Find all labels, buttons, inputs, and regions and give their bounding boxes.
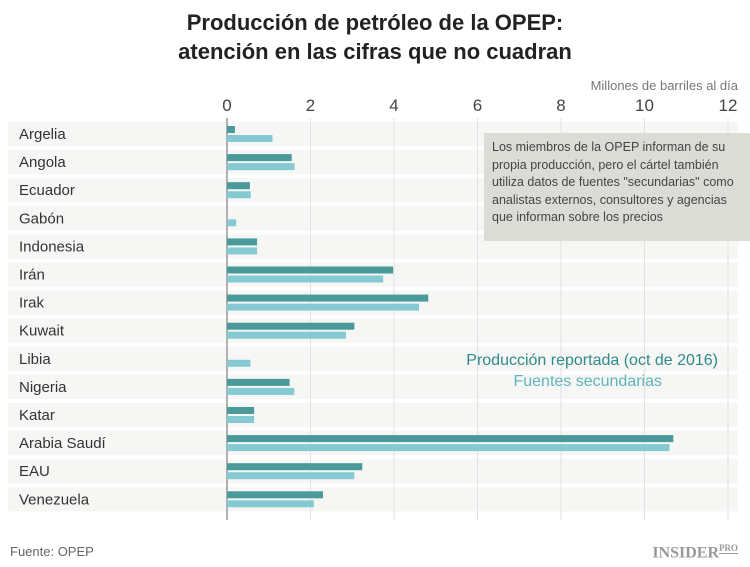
category-label: Irán [19, 267, 45, 284]
tick-label: 10 [635, 96, 654, 115]
bar-reported [227, 266, 394, 274]
axis-label: Millones de barriles al día [590, 78, 738, 93]
category-label: EAU [19, 463, 50, 480]
bar-reported [227, 154, 292, 162]
tick-label: 8 [556, 96, 565, 115]
row-background [8, 346, 738, 371]
bar-secondary [227, 444, 670, 452]
category-label: Kuwait [19, 323, 65, 340]
bar-secondary [227, 275, 384, 283]
bar-secondary [227, 416, 255, 423]
row-background [8, 487, 738, 512]
bar-secondary [227, 135, 273, 142]
category-label: Argelia [19, 126, 66, 143]
row-background [8, 403, 738, 428]
bar-secondary [227, 303, 420, 311]
tick-label: 4 [389, 96, 398, 115]
tick-label: 6 [473, 96, 482, 115]
category-label: Gabón [19, 210, 64, 227]
category-label: Angola [19, 154, 66, 171]
legend-secondary: Fuentes secundarias [513, 373, 662, 390]
category-label: Libia [19, 351, 51, 368]
bar-reported [227, 294, 429, 302]
bar-secondary [227, 219, 237, 227]
bar-reported [227, 182, 250, 190]
category-label: Venezuela [19, 491, 90, 508]
bar-secondary [227, 191, 251, 199]
category-label: Indonesia [19, 238, 85, 255]
bar-reported [227, 322, 355, 330]
bar-reported [227, 407, 255, 414]
insider-pro-logo: INSIDERPRO [652, 543, 738, 562]
row-background [8, 374, 738, 399]
bar-secondary [227, 359, 251, 367]
row-background [8, 459, 738, 484]
row-background [8, 262, 738, 287]
chart-title: Producción de petróleo de la OPEP: atenc… [0, 8, 750, 66]
bar-reported [227, 435, 674, 443]
row-background [8, 290, 738, 315]
row-background [8, 318, 738, 343]
bar-secondary [227, 163, 295, 171]
legend-reported: Producción reportada (oct de 2016) [466, 352, 718, 369]
bar-reported [227, 126, 235, 133]
annotation-box: Los miembros de la OPEP informan de su p… [484, 133, 750, 241]
tick-label: 0 [222, 96, 231, 115]
bar-secondary [227, 331, 346, 339]
bar-reported [227, 463, 363, 471]
category-label: Arabia Saudí [19, 435, 107, 452]
bar-secondary [227, 387, 295, 395]
category-label: Katar [19, 407, 55, 424]
source-note: Fuente: OPEP [10, 544, 94, 559]
bar-reported [227, 378, 290, 386]
bar-reported [227, 238, 258, 246]
bar-secondary [227, 500, 314, 508]
row-background [8, 431, 738, 456]
title-line-2: atención en las cifras que no cuadran [178, 39, 572, 64]
bar-secondary [227, 247, 258, 255]
category-label: Nigeria [19, 379, 67, 396]
tick-label: 12 [719, 96, 738, 115]
bar-secondary [227, 472, 355, 480]
title-line-1: Producción de petróleo de la OPEP: [186, 10, 564, 35]
bar-reported [227, 491, 324, 499]
tick-label: 2 [306, 96, 315, 115]
category-label: Irak [19, 295, 45, 312]
category-label: Ecuador [19, 182, 75, 199]
